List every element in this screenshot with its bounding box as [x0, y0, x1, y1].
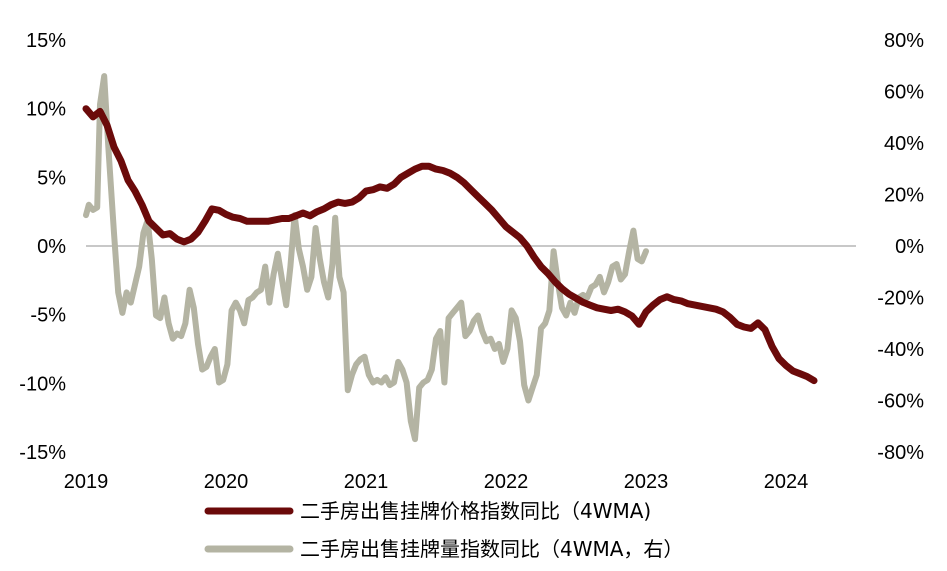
right-y-tick-label: 0%	[895, 236, 924, 258]
right-y-tick-label: -20%	[877, 288, 924, 310]
x-tick-label: 2019	[64, 471, 109, 493]
x-tick-label: 2022	[484, 471, 529, 493]
right-y-tick-label: -40%	[877, 339, 924, 361]
left-y-axis: 15% 10% 5% 0% -5% -10% -15%	[19, 30, 66, 464]
left-y-tick-label: -5%	[30, 305, 66, 327]
left-y-tick-label: -15%	[19, 442, 66, 464]
right-y-axis: 80% 60% 40% 20% 0% -20% -40% -60% -80%	[877, 30, 924, 464]
series-line-listing-price	[82, 105, 818, 385]
left-y-tick-label: 5%	[37, 167, 66, 189]
x-tick-label: 2020	[204, 471, 249, 493]
right-y-tick-label: 80%	[884, 30, 924, 52]
left-y-tick-label: -10%	[19, 373, 66, 395]
right-y-tick-label: -80%	[877, 442, 924, 464]
x-tick-label: 2023	[624, 471, 669, 493]
legend-label: 二手房出售挂牌价格指数同比（4WMA)	[300, 499, 651, 523]
right-y-tick-label: 40%	[884, 133, 924, 155]
right-y-tick-label: 20%	[884, 185, 924, 207]
legend: 二手房出售挂牌价格指数同比（4WMA) 二手房出售挂牌量指数同比（4WMA，右）	[204, 499, 683, 561]
legend-label: 二手房出售挂牌量指数同比（4WMA，右）	[300, 537, 683, 561]
series-lines	[82, 73, 818, 443]
right-y-tick-label: 60%	[884, 82, 924, 104]
left-y-tick-label: 0%	[37, 236, 66, 258]
x-tick-label: 2021	[344, 471, 389, 493]
left-y-tick-label: 10%	[26, 99, 66, 121]
right-y-tick-label: -60%	[877, 391, 924, 413]
x-tick-label: 2024	[764, 471, 809, 493]
left-y-tick-label: 15%	[26, 30, 66, 52]
x-axis: 2019 2020 2021 2022 2023 2024	[64, 471, 809, 493]
series-line-listing-volume	[83, 73, 649, 443]
